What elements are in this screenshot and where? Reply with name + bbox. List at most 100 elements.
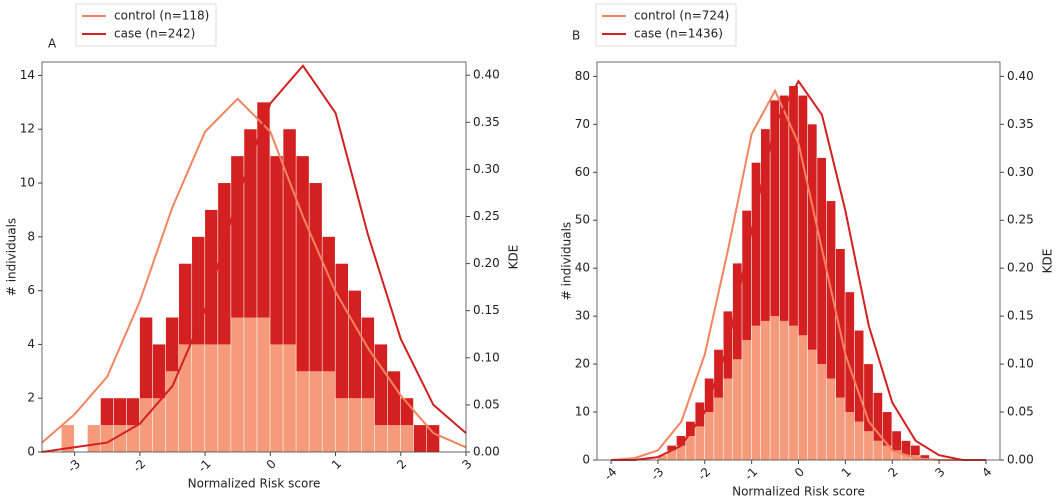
legend-box	[595, 3, 737, 47]
x-tick-label: -2	[695, 465, 713, 483]
histogram-bar	[100, 398, 114, 426]
kde-line	[41, 97, 467, 449]
histogram-bar	[742, 340, 752, 460]
y-tick-label: 10	[575, 405, 590, 419]
histogram-bar	[87, 425, 101, 452]
histogram-bar	[205, 344, 218, 452]
legend-box	[75, 3, 217, 47]
x-tick-label: 2	[394, 457, 409, 472]
y2-tick-label: 0.30	[473, 162, 500, 176]
histogram-bar	[807, 124, 817, 350]
histogram-bar	[178, 344, 192, 452]
histogram-bar	[835, 249, 845, 398]
histogram-bar	[309, 371, 322, 452]
histogram-bar	[798, 335, 808, 460]
y2-tick-label: 0.20	[1007, 261, 1034, 275]
x-tick-label: -2	[130, 457, 148, 475]
histogram-bar	[676, 445, 686, 460]
histogram-bar	[873, 392, 883, 441]
histogram-bar	[892, 450, 901, 460]
histogram-bar	[695, 426, 705, 460]
legend-label: control (n=724)	[634, 9, 729, 23]
histogram-bar	[714, 397, 723, 460]
histogram-bar	[165, 371, 179, 452]
histogram-bar	[335, 263, 348, 399]
y-tick-label: 70	[575, 117, 590, 131]
histogram-bar	[704, 378, 714, 413]
histogram-bar	[789, 85, 798, 326]
y-tick-label: 50	[575, 213, 590, 227]
histogram-bar	[667, 445, 677, 451]
y2-tick-label: 0.00	[1007, 453, 1034, 467]
histogram-bar	[826, 378, 836, 460]
histogram-bar	[695, 402, 705, 427]
x-tick-label: 3	[932, 465, 947, 480]
histogram-bar	[789, 325, 798, 460]
histogram-bar	[205, 209, 218, 345]
histogram-bar	[657, 455, 667, 460]
x-tick-label: 2	[886, 465, 901, 480]
y2-tick-label: 0.35	[1007, 117, 1034, 131]
histogram-bar	[270, 344, 283, 452]
histogram-bar	[374, 425, 388, 452]
histogram-bar	[704, 412, 714, 460]
histogram-bar	[152, 344, 166, 399]
y-tick-label: 60	[575, 165, 590, 179]
histogram-bar	[761, 129, 770, 321]
y2-tick-label: 0.20	[473, 256, 500, 270]
y2-tick-label: 0.40	[1007, 69, 1034, 83]
y2-tick-label: 0.15	[1007, 309, 1034, 323]
y-tick-label: 4	[27, 337, 35, 351]
x-tick-label: 0	[792, 465, 807, 480]
kde-line	[41, 64, 467, 453]
kde-line	[610, 88, 986, 461]
y2-tick-label: 0.25	[473, 209, 500, 223]
histogram-bar	[218, 344, 231, 452]
histogram-bar	[882, 412, 892, 446]
histogram-bar	[322, 371, 335, 452]
histogram-bar	[864, 364, 873, 432]
histogram-bar	[686, 421, 695, 437]
x-tick-label: -3	[65, 457, 83, 475]
histogram-bar	[901, 440, 911, 456]
y2-tick-label: 0.40	[473, 68, 500, 82]
histogram-bar	[864, 431, 873, 460]
histogram-bar	[426, 425, 440, 452]
histogram-bar	[413, 425, 427, 452]
histogram-bar	[845, 412, 855, 460]
y2-axis-label: KDE	[507, 245, 521, 270]
histogram-bar	[835, 397, 845, 460]
y-tick-label: 2	[27, 391, 35, 405]
x-tick-label: 1	[839, 465, 854, 480]
histogram-bar	[920, 455, 930, 460]
y-tick-label: 40	[575, 261, 590, 275]
histogram-bar	[296, 371, 309, 452]
x-tick-label: -4	[601, 465, 619, 483]
plot-frame	[41, 61, 467, 453]
histogram-bar	[126, 425, 140, 452]
panel-label: A	[48, 37, 57, 51]
legend-label: case (n=1436)	[634, 27, 723, 41]
histogram-bar	[309, 183, 322, 372]
histogram-bar	[322, 236, 335, 372]
x-tick-label: -3	[648, 465, 666, 483]
histogram-bar	[244, 129, 257, 318]
histogram-bar	[400, 425, 414, 452]
legend-label: case (n=242)	[114, 27, 195, 41]
histogram-bar	[283, 129, 296, 345]
histogram-bar	[257, 102, 270, 318]
y2-tick-label: 0.25	[1007, 213, 1034, 227]
y-tick-label: 8	[27, 229, 35, 243]
y2-tick-label: 0.10	[473, 350, 500, 364]
y-tick-label: 80	[575, 69, 590, 83]
histogram-bar	[910, 445, 920, 456]
y2-tick-label: 0.15	[473, 303, 500, 317]
histogram-bar	[742, 210, 752, 341]
x-axis-label: Normalized Risk score	[732, 485, 865, 499]
histogram-bar	[751, 162, 761, 326]
histogram-bar	[676, 436, 686, 446]
histogram-bar	[892, 431, 901, 451]
histogram-bar	[387, 425, 401, 452]
histogram-bar	[667, 450, 677, 460]
